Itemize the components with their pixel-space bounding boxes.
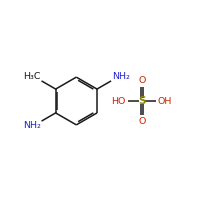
- Text: O: O: [138, 117, 145, 126]
- Text: NH₂: NH₂: [23, 121, 41, 130]
- Text: H₃C: H₃C: [23, 72, 41, 81]
- Text: S: S: [138, 96, 146, 106]
- Text: HO: HO: [111, 97, 126, 106]
- Text: O: O: [138, 76, 145, 85]
- Text: OH: OH: [158, 97, 172, 106]
- Text: NH₂: NH₂: [112, 72, 130, 81]
